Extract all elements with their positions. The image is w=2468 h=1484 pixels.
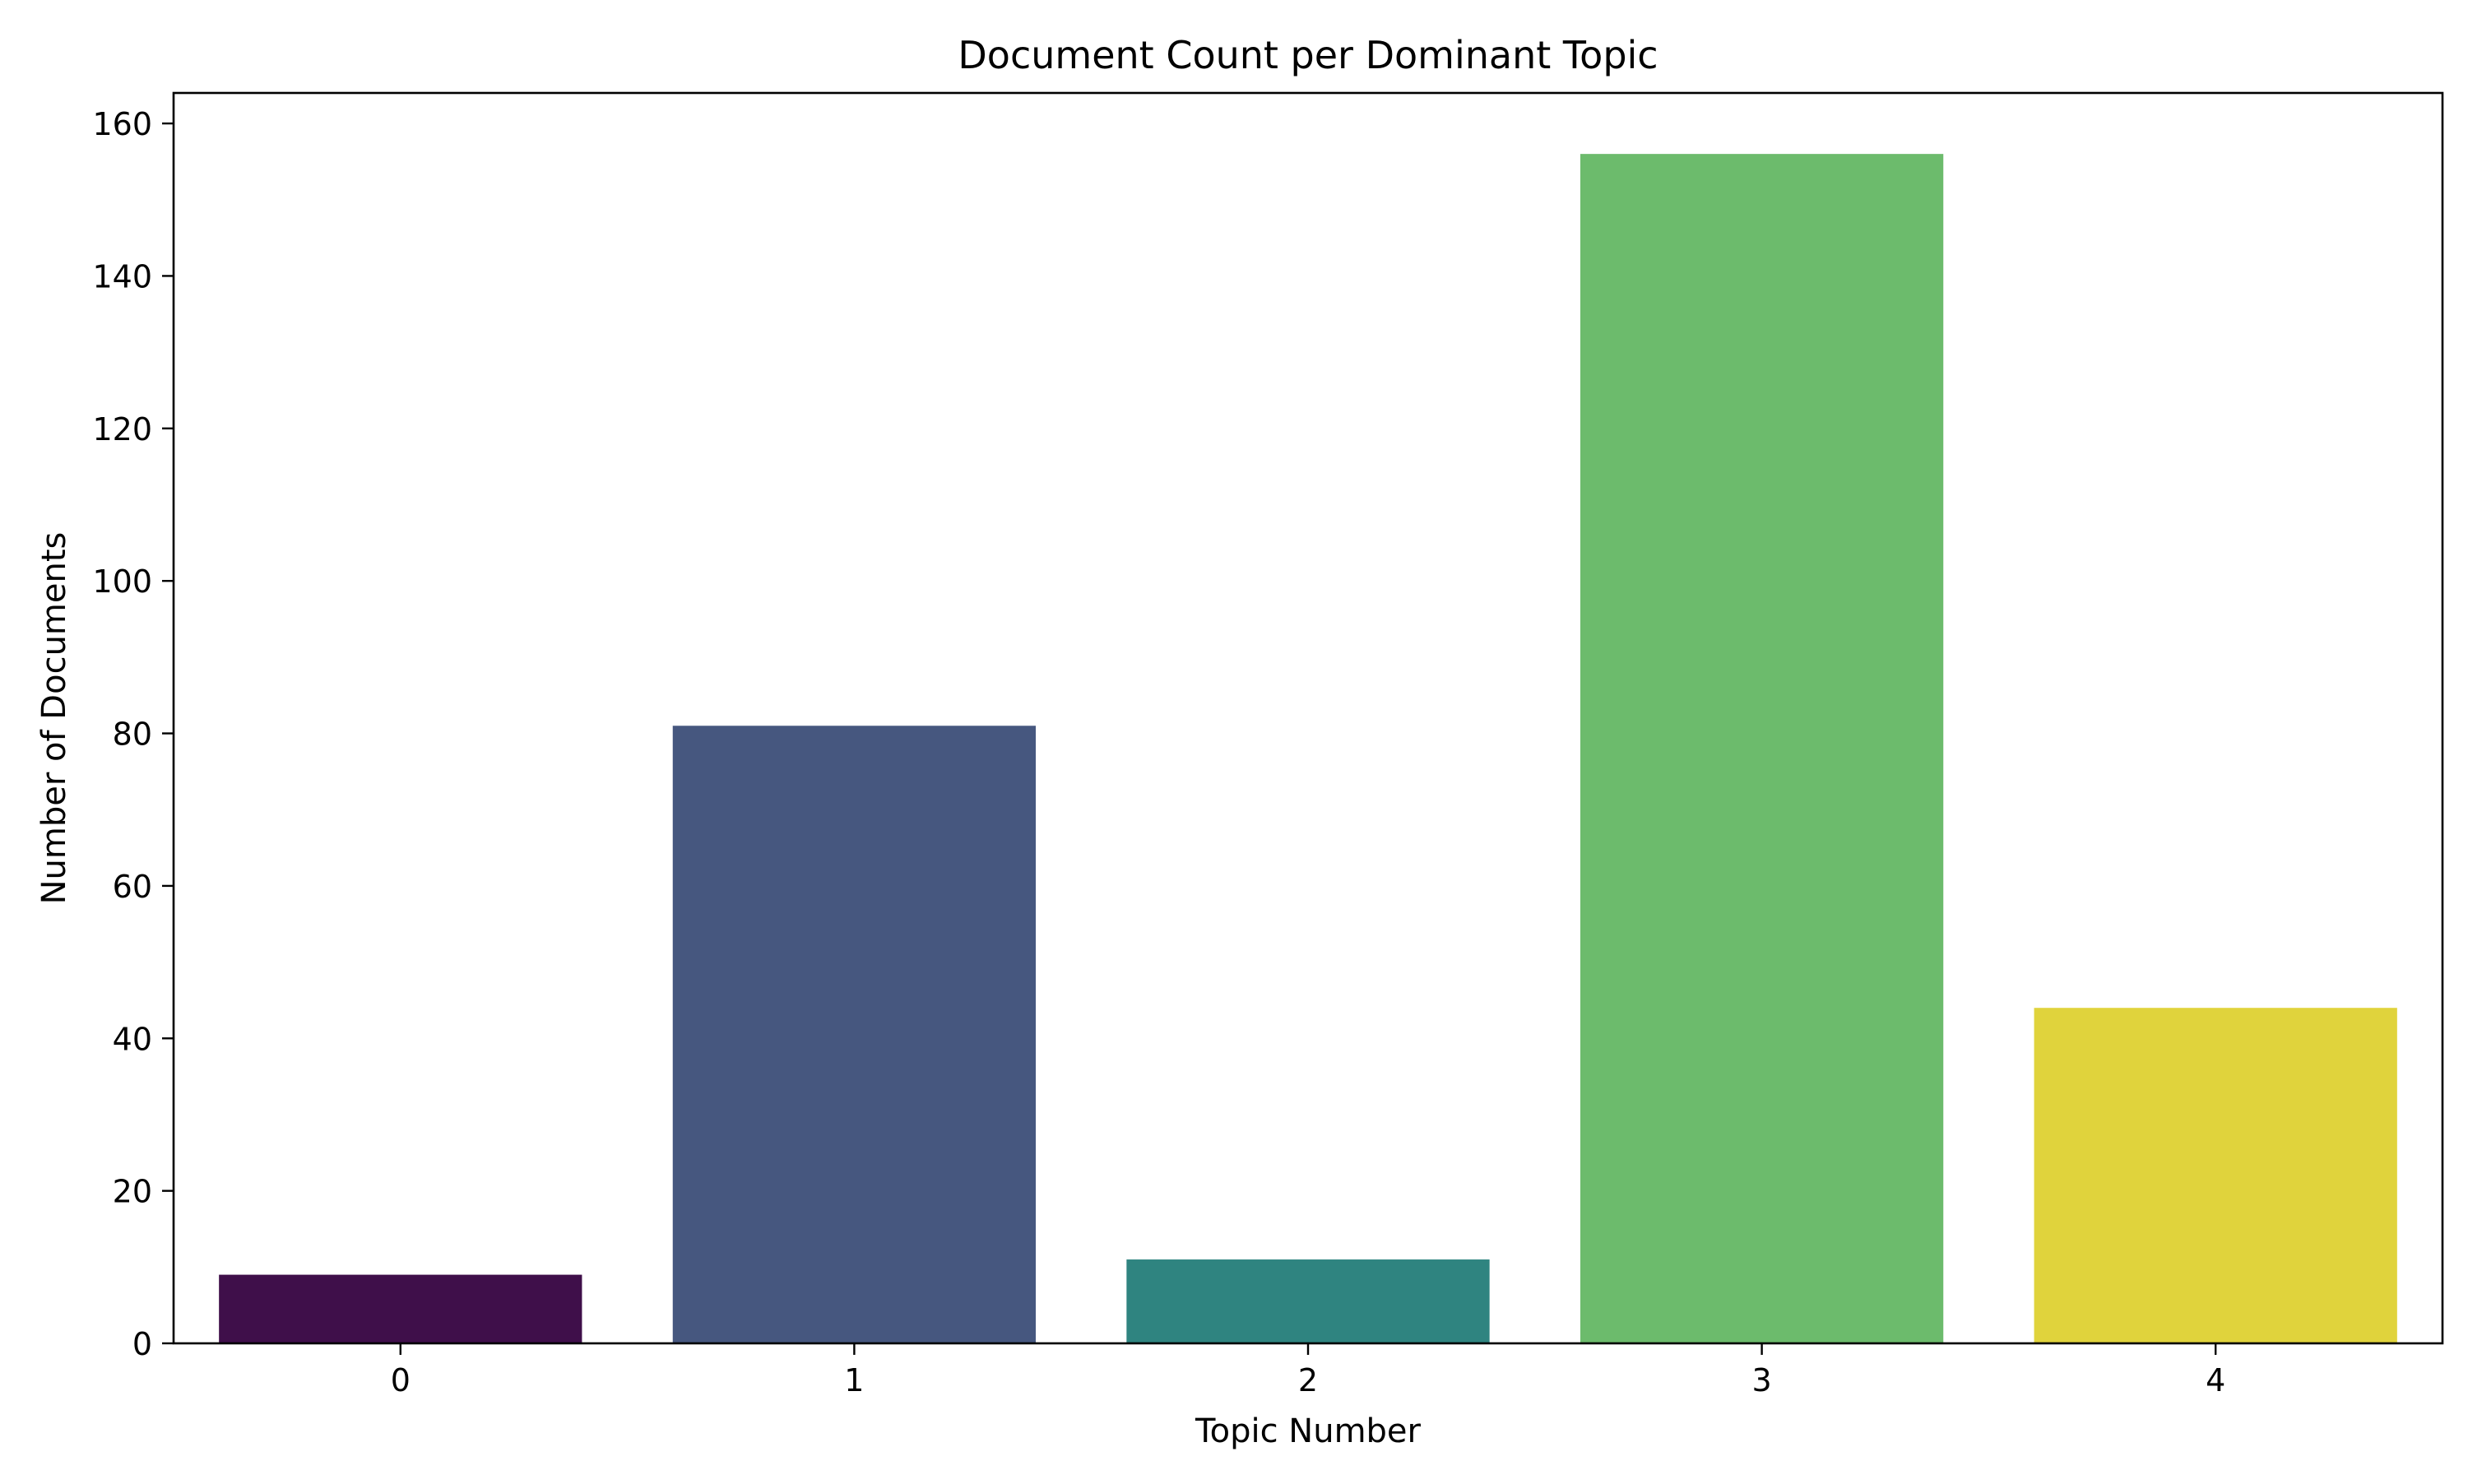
y-tick-label: 100 [92, 563, 152, 600]
y-tick-label: 20 [113, 1174, 152, 1210]
y-tick-label: 60 [113, 869, 152, 905]
y-tick-label: 40 [113, 1021, 152, 1057]
x-tick-label: 0 [391, 1362, 411, 1398]
bars-layer [219, 154, 2397, 1343]
y-tick-label: 0 [132, 1326, 152, 1362]
bar-topic-4 [2034, 1008, 2397, 1343]
y-axis-label: Number of Documents [35, 532, 73, 905]
bar-topic-3 [1580, 154, 1944, 1343]
chart-title: Document Count per Dominant Topic [958, 33, 1658, 77]
bar-topic-0 [219, 1274, 582, 1343]
x-axis-label: Topic Number [1195, 1412, 1422, 1450]
y-tick-label: 120 [92, 411, 152, 448]
x-tick-label: 1 [844, 1362, 864, 1398]
x-tick-label: 3 [1752, 1362, 1772, 1398]
y-tick-label: 140 [92, 258, 152, 294]
bar-topic-1 [672, 726, 1037, 1343]
y-tick-label: 160 [92, 106, 152, 142]
y-tick-label: 80 [113, 716, 152, 753]
bar-topic-2 [1126, 1259, 1490, 1343]
x-tick-label: 4 [2206, 1362, 2225, 1398]
x-tick-label: 2 [1298, 1362, 1318, 1398]
x-axis-ticks: 0 1 2 3 4 [391, 1343, 2225, 1398]
y-axis-ticks: 0 20 40 60 80 100 120 140 160 [92, 106, 174, 1362]
